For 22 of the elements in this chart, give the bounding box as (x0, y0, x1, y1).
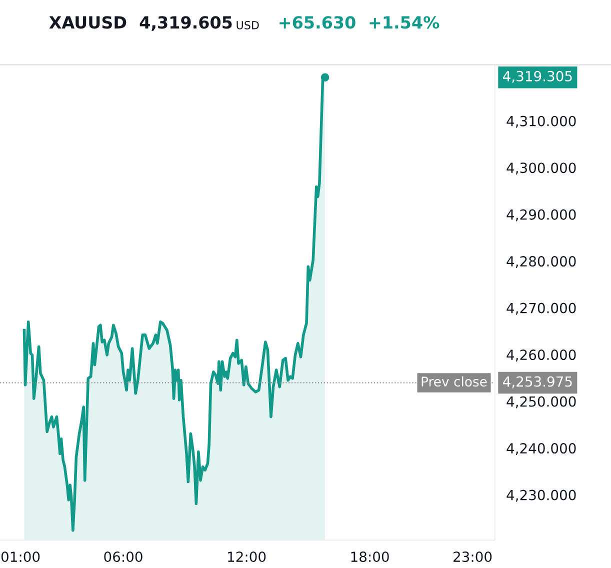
y-tick-label: 4,260.000 (506, 350, 576, 362)
y-tick-label: 4,300.000 (506, 162, 576, 174)
text: 4,319.305 (503, 70, 572, 83)
text: USD (236, 20, 259, 30)
x-tick-label: 01:00 (1, 552, 40, 562)
x-tick-label: 06:00 (104, 552, 142, 562)
y-tick-label: 4,230.000 (506, 490, 576, 502)
chart-title: XAUUSD (49, 16, 126, 29)
x-tick-label: 18:00 (351, 552, 389, 562)
text: +65.630 (280, 16, 356, 29)
y-tick-label: 4,290.000 (506, 209, 576, 222)
text: +1.54% (370, 16, 440, 29)
x-tick-label: 12:00 (228, 552, 266, 562)
y-tick-label: 4,250.000 (506, 396, 576, 408)
ref-line-label: Prev close (422, 376, 487, 387)
text: 4,253.975 (503, 376, 572, 388)
y-tick-label: 4,310.000 (506, 116, 576, 128)
y-tick-label: 4,270.000 (506, 302, 576, 315)
y-tick-label: 4,240.000 (506, 443, 576, 455)
y-tick-label: 4,280.000 (506, 256, 576, 268)
text: 4,319.605 (140, 16, 232, 31)
x-tick-label: 23:00 (454, 552, 492, 562)
